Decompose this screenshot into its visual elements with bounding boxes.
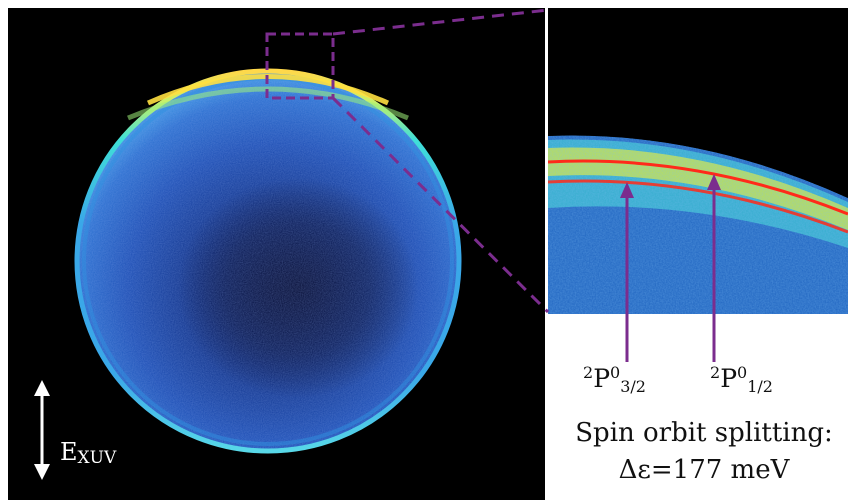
peak-arrow-3-2-head	[620, 182, 634, 198]
zoom-inset-svg	[548, 8, 848, 314]
peak-label-1-2: 2P01/2	[710, 365, 773, 395]
peak-label-1-2-sup: 2	[710, 363, 721, 382]
disc-noise	[75, 69, 461, 453]
peak-ridge-3-2	[548, 159, 848, 216]
peak-label-3-2-sup2: 0	[610, 363, 621, 382]
peak-label-3-2-sub: 3/2	[620, 377, 646, 396]
peak-label-3-2-main: P	[593, 364, 611, 393]
peak-label-3-2-sup: 2	[583, 363, 594, 382]
zoom-connector-top	[332, 8, 549, 36]
zoom-inset-image	[548, 8, 848, 314]
caption-value: Δε=177 meV	[618, 455, 790, 485]
peak-label-1-2-sub: 1/2	[747, 377, 773, 396]
polarization-arrow-head-up	[34, 380, 50, 396]
peak-label-3-2: 2P03/2	[583, 365, 646, 395]
polarization-label: EXUV	[60, 438, 116, 468]
zoom-region-box	[265, 32, 335, 100]
peak-label-1-2-sup2: 0	[737, 363, 748, 382]
polarization-arrow-head-down	[34, 464, 50, 480]
peak-ridge-1-2	[548, 179, 848, 234]
polarization-label-sub: XUV	[77, 448, 117, 468]
zoom-connector-bottom	[331, 96, 550, 314]
peak-arrow-1-2-head	[707, 174, 721, 190]
polarization-label-main: E	[60, 438, 78, 466]
disc-rim	[74, 68, 462, 454]
velocity-map-svg	[34, 32, 462, 480]
peak-label-1-2-main: P	[720, 364, 738, 393]
caption-title: Spin orbit splitting:	[575, 418, 833, 448]
velocity-map-image	[8, 8, 545, 500]
